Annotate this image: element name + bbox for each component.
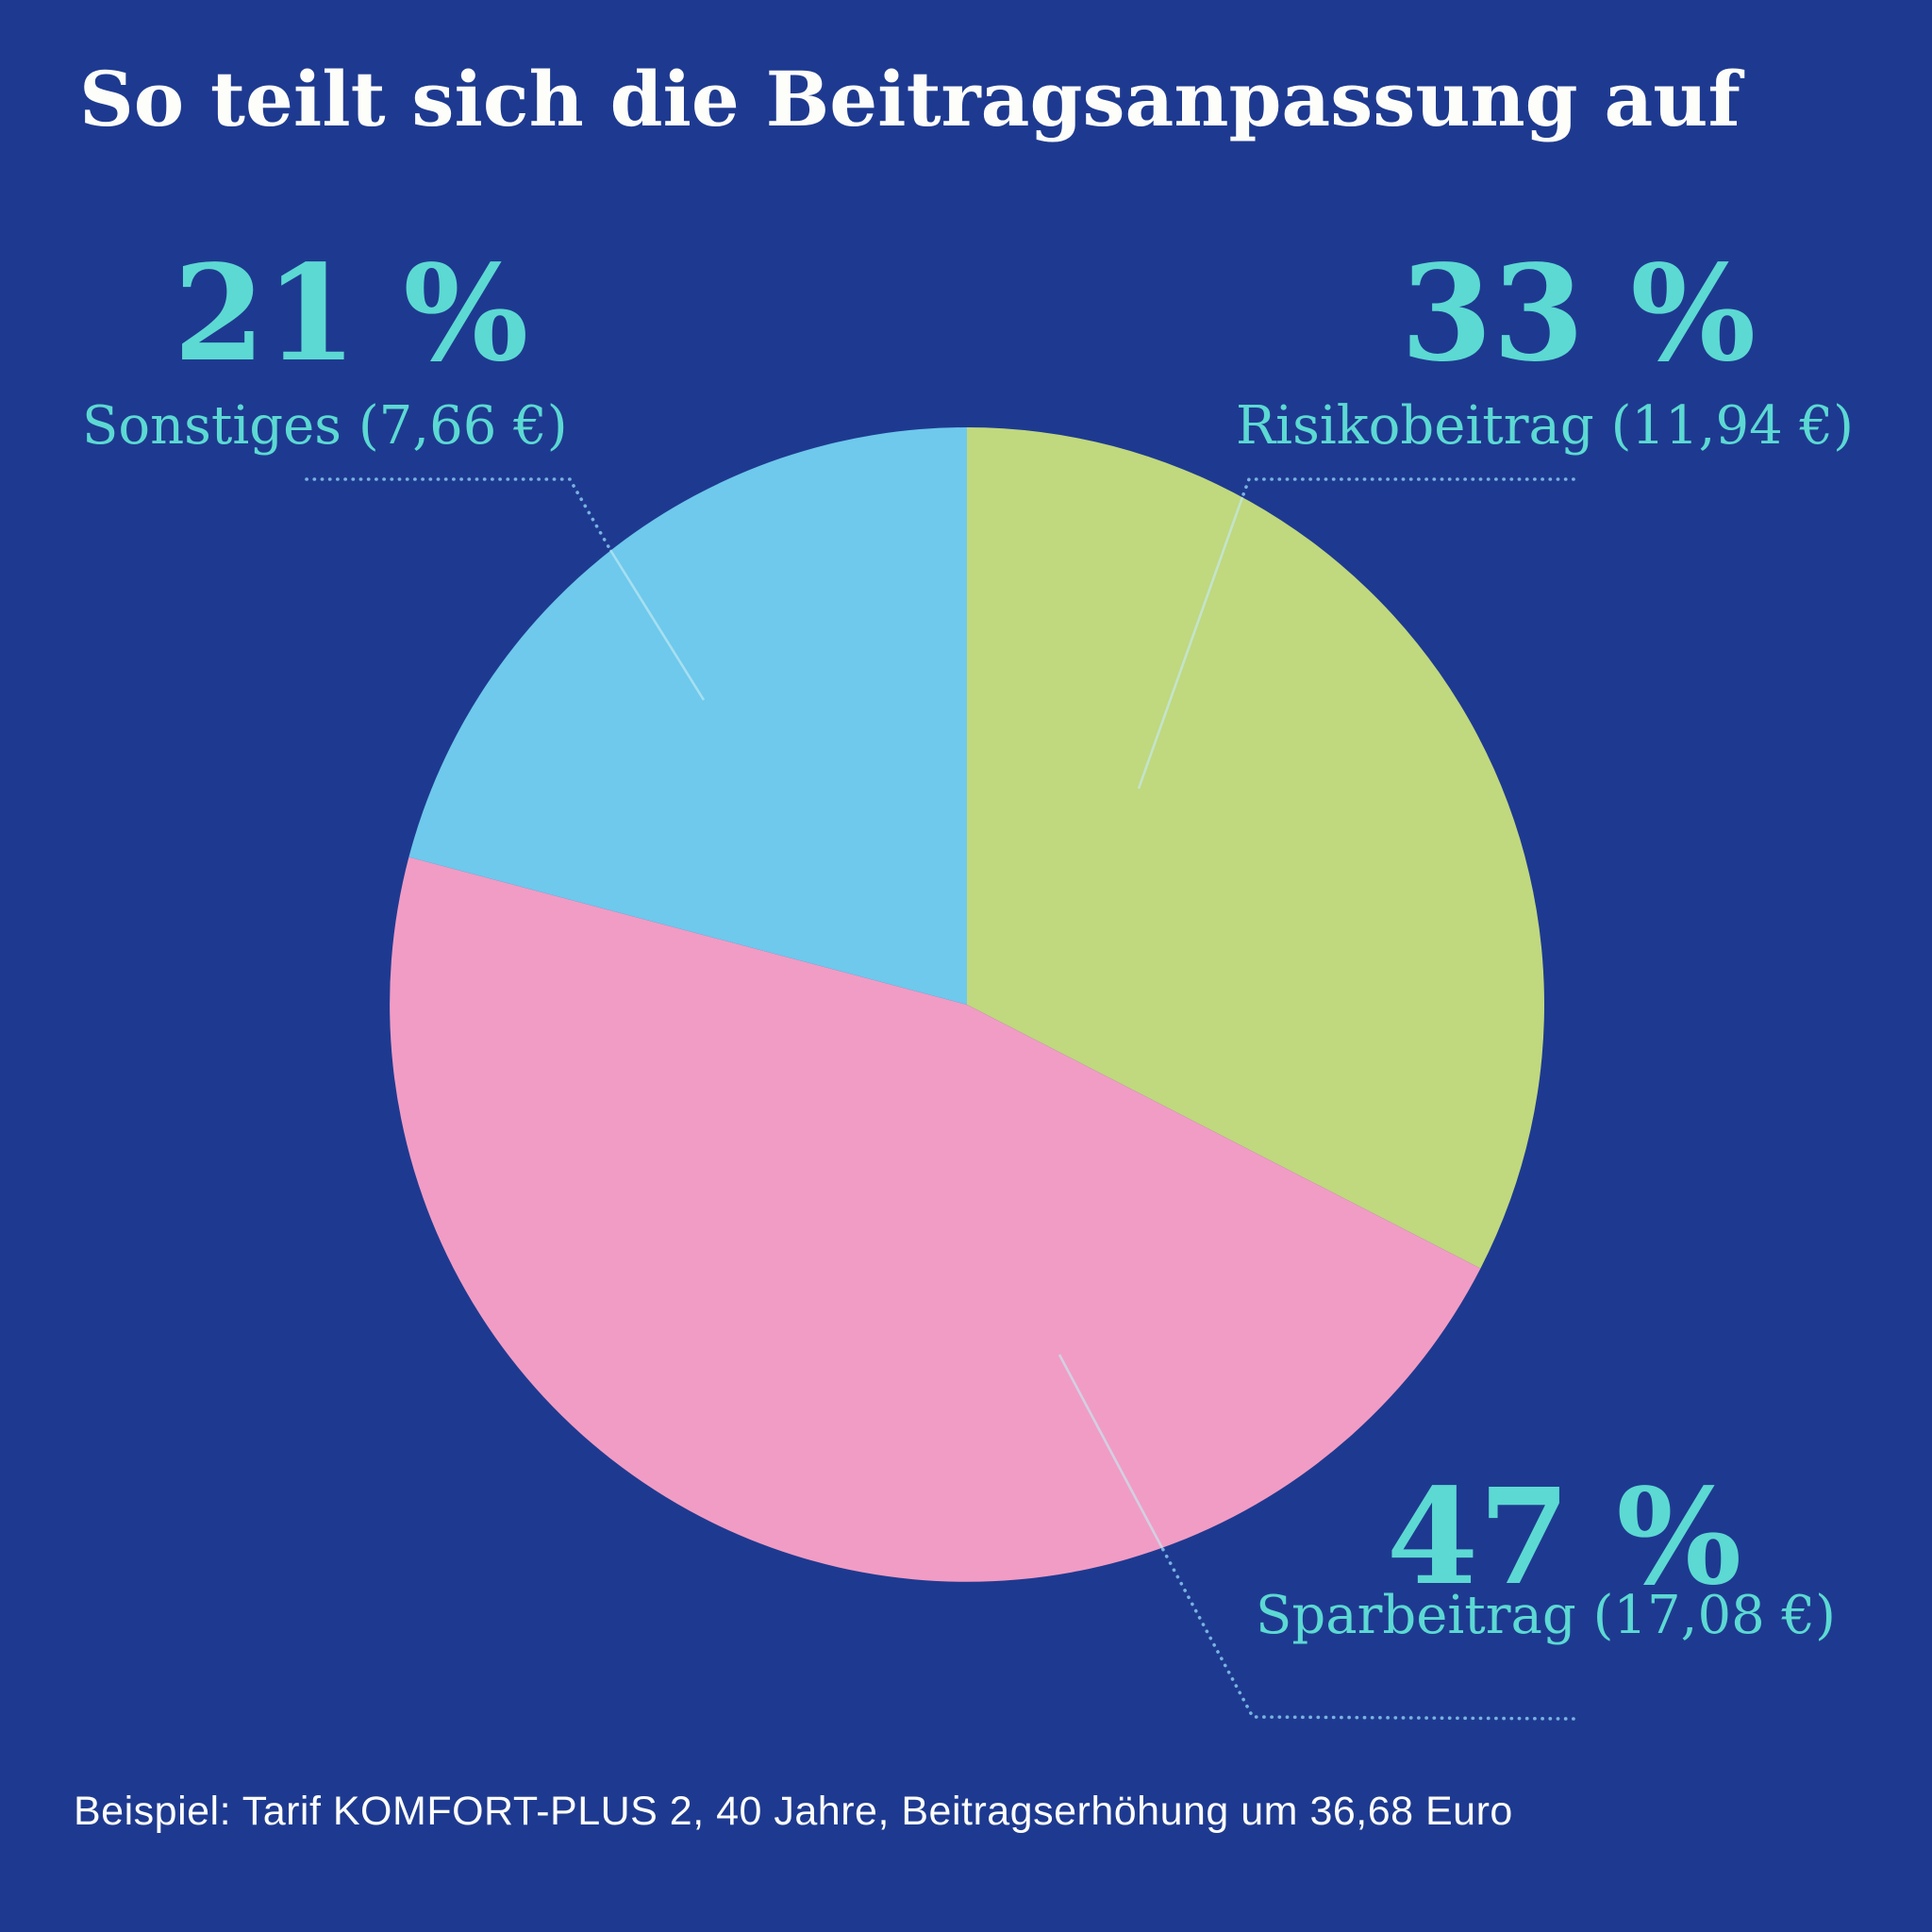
callout-leader-inner-sonstiges [608,549,706,701]
pie-slice-sonstiges [408,427,967,1005]
percent-label-sonstiges: 21 % [173,237,529,391]
callout-leader-risikobeitrag [1241,477,1575,499]
callout-leader-sparbeitrag [1160,1546,1575,1721]
value-label-sparbeitrag: Sparbeitrag (17,08 €) [1256,1585,1837,1646]
page-title: So teilt sich die Beitragsanpassung auf [79,55,1740,143]
callout-leader-inner-risikobeitrag [1137,496,1244,790]
pie-slice-sparbeitrag [390,857,1481,1582]
value-label-risikobeitrag: Risikobeitrag (11,94 €) [1236,395,1855,457]
example-note: Beispiel: Tarif KOMFORT-PLUS 2, 40 Jahre… [74,1789,1513,1834]
percent-label-risikobeitrag: 33 % [1400,237,1757,391]
pie-slice-risikobeitrag [967,427,1545,1269]
callout-leader-sonstiges [305,477,612,552]
percent-label-sparbeitrag: 47 % [1386,1460,1742,1615]
value-label-sonstiges: Sonstiges (7,66 €) [82,395,568,457]
callout-leader-inner-sparbeitrag [1058,1354,1164,1549]
